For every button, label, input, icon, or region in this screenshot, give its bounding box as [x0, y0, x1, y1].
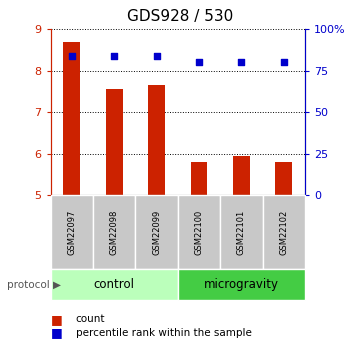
Text: protocol ▶: protocol ▶ [7, 280, 61, 289]
Text: GSM22102: GSM22102 [279, 209, 288, 255]
Text: percentile rank within the sample: percentile rank within the sample [76, 328, 252, 338]
Bar [275, 162, 292, 195]
Point [281, 60, 287, 65]
Point [196, 60, 202, 65]
Point [154, 53, 160, 59]
Point [111, 53, 117, 59]
Text: GSM22100: GSM22100 [195, 209, 204, 255]
Bar [148, 85, 165, 195]
Bar [106, 89, 123, 195]
Text: microgravity: microgravity [204, 278, 279, 291]
Text: GSM22101: GSM22101 [237, 209, 246, 255]
Text: GSM22097: GSM22097 [67, 209, 76, 255]
Text: GSM22098: GSM22098 [110, 209, 119, 255]
Point [239, 60, 244, 65]
Text: GSM22099: GSM22099 [152, 209, 161, 255]
Text: ■: ■ [51, 313, 62, 326]
Bar [191, 162, 208, 195]
Text: count: count [76, 314, 105, 324]
Point [69, 53, 75, 59]
Bar [63, 42, 80, 195]
Bar [233, 156, 250, 195]
Text: GDS928 / 530: GDS928 / 530 [127, 9, 234, 23]
Text: ■: ■ [51, 326, 62, 339]
Text: control: control [93, 278, 135, 291]
